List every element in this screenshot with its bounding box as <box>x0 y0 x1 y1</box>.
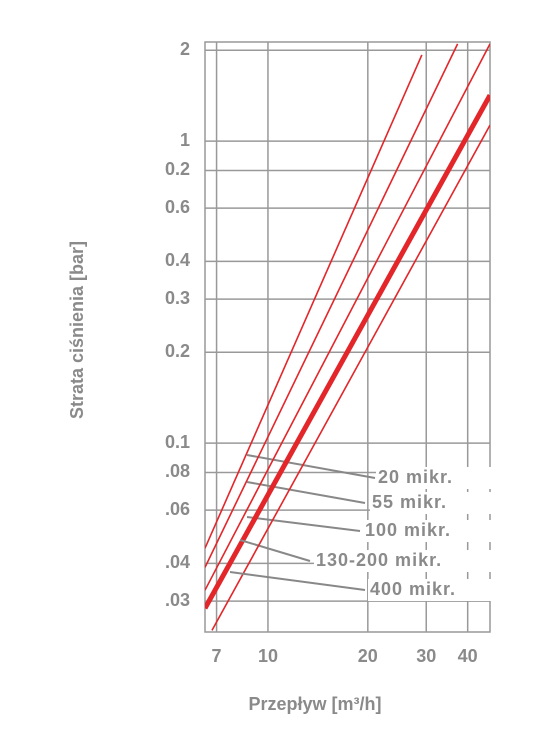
leader-line <box>246 481 366 504</box>
y-tick-label: 0.2 <box>165 341 190 361</box>
label-bg <box>314 550 492 572</box>
legend-label: 20 mikr. <box>378 467 453 487</box>
x-axis-label: Przepływ [m³/h] <box>248 694 381 714</box>
legend-label: 400 mikr. <box>370 579 456 599</box>
x-tick-label: 40 <box>458 646 478 666</box>
leader-line <box>239 539 311 562</box>
y-tick-label: 0.2 <box>165 159 190 179</box>
data-line <box>205 54 423 549</box>
data-line <box>211 124 490 631</box>
y-tick-label: 0.6 <box>165 197 190 217</box>
data-line <box>205 43 490 591</box>
data-line <box>205 43 459 568</box>
y-tick-label: 2 <box>180 39 190 59</box>
x-tick-label: 20 <box>358 646 378 666</box>
label-bg <box>368 579 492 601</box>
data-line <box>205 93 490 610</box>
legend-label: 130-200 mikr. <box>316 550 442 570</box>
y-axis-label: Strata ciśnienia [bar] <box>67 241 87 419</box>
plot-frame <box>204 41 491 633</box>
y-tick-label: 0.3 <box>165 288 190 308</box>
y-tick-label: .08 <box>165 461 190 481</box>
y-tick-label: .04 <box>165 552 190 572</box>
y-tick-label: 0.1 <box>165 432 190 452</box>
x-tick-label: 30 <box>416 646 436 666</box>
legend-label: 55 mikr. <box>372 492 447 512</box>
label-bg <box>370 492 492 514</box>
y-tick-label: 1 <box>180 130 190 150</box>
leader-line <box>229 571 366 591</box>
leader-line <box>246 454 376 479</box>
y-tick-label: 0.4 <box>165 250 190 270</box>
y-tick-label: .03 <box>165 590 190 610</box>
legend-label: 100 mikr. <box>365 520 451 540</box>
leader-line <box>246 516 361 532</box>
label-bg <box>376 467 492 489</box>
x-tick-label: 10 <box>258 646 278 666</box>
y-tick-label: .06 <box>165 499 190 519</box>
x-tick-label: 7 <box>212 646 222 666</box>
label-bg <box>363 520 492 542</box>
